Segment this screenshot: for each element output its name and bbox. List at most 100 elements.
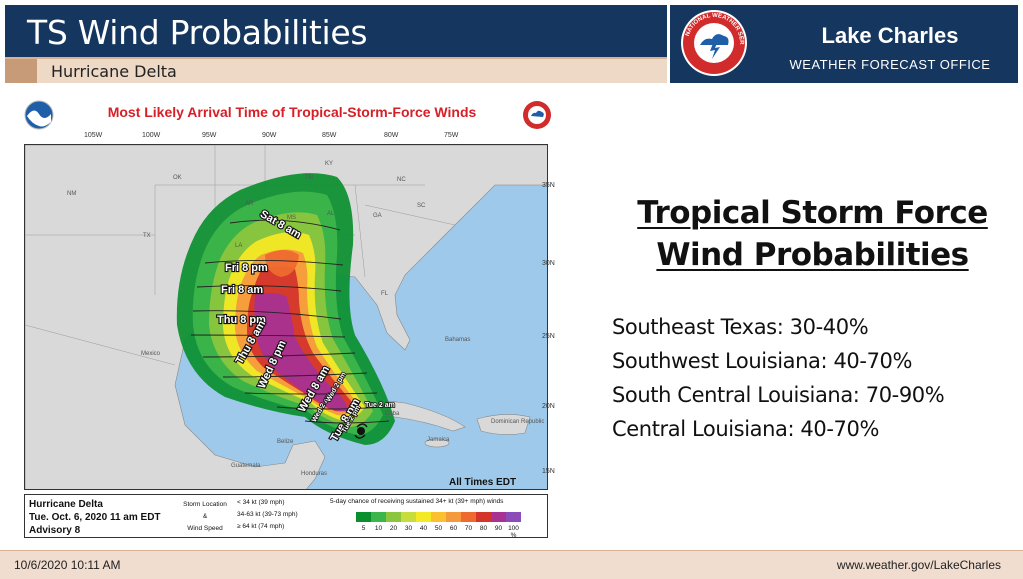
- arrival-label: Tue 2 am: [365, 402, 395, 409]
- legend-scale-value: 5: [361, 525, 366, 532]
- list-item: Southwest Louisiana: 40-70%: [612, 349, 913, 373]
- lat-label: 30N: [542, 260, 555, 267]
- legend-scale-value: 60: [449, 525, 458, 532]
- svg-text:Bahamas: Bahamas: [445, 337, 470, 343]
- list-item: South Central Louisiana: 70-90%: [612, 383, 945, 407]
- lon-label: 105W: [84, 132, 103, 139]
- lat-label: 20N: [542, 403, 555, 410]
- lon-label: 95W: [202, 132, 217, 139]
- page-subtitle: Hurricane Delta: [51, 62, 177, 81]
- legend-issued: Tue. Oct. 6, 2020 11 am EDT: [29, 512, 161, 523]
- legend-scale-value: 10: [374, 525, 383, 532]
- lon-label: 100W: [142, 132, 161, 139]
- legend-swatch: [416, 512, 431, 522]
- legend-advisory: Advisory 8: [29, 525, 81, 536]
- svg-text:Honduras: Honduras: [301, 471, 327, 477]
- lat-label: 35N: [542, 182, 555, 189]
- svg-text:SC: SC: [417, 203, 426, 209]
- subtitle-bar: Hurricane Delta: [5, 57, 667, 83]
- map-legend: Hurricane Delta Tue. Oct. 6, 2020 11 am …: [24, 494, 548, 539]
- time-note: All Times EDT: [449, 477, 516, 488]
- svg-text:NC: NC: [397, 177, 406, 183]
- legend-amp: &: [202, 513, 208, 520]
- isochrones: [190, 219, 390, 424]
- office-banner: NATIONAL WEATHER SERVICE Lake Charles WE…: [670, 5, 1018, 83]
- legend-scale-value: 50: [434, 525, 443, 532]
- legend-swatch: [461, 512, 476, 522]
- nws-small-logo-icon: [523, 101, 551, 129]
- legend-wind-classes: < 34 kt (39 mph) 34-63 kt (39-73 mph) ≥ …: [237, 497, 298, 533]
- list-item: Central Louisiana: 40-70%: [612, 417, 880, 441]
- footer-url[interactable]: www.weather.gov/LakeCharles: [836, 558, 1001, 572]
- legend-kt3: ≥ 64 kt (74 mph): [237, 523, 285, 530]
- legend-swatch: [386, 512, 401, 522]
- hispaniola: [476, 414, 531, 435]
- legend-chance: 5-day chance of receiving sustained 34+ …: [330, 498, 504, 505]
- region-labels: NM OK TX AR MS AL LA GA SC NC KY TN FL M…: [67, 161, 544, 477]
- arrival-label: Fri 8 pm: [225, 262, 268, 274]
- legend-swatch: [476, 512, 491, 522]
- content-heading: Tropical Storm Force Wind Probabilities: [600, 192, 1023, 276]
- subtitle-accent: [5, 59, 37, 83]
- arrival-label: Thu 8 pm: [217, 314, 266, 326]
- list-item: Southeast Texas: 30-40%: [612, 315, 869, 339]
- svg-text:FL: FL: [381, 291, 389, 297]
- legend-swatch: [401, 512, 416, 522]
- heading-line-1: Tropical Storm Force: [637, 195, 988, 231]
- legend-kt1: < 34 kt (39 mph): [237, 499, 285, 506]
- lat-label: 25N: [542, 333, 555, 340]
- svg-text:NM: NM: [67, 191, 76, 197]
- footer-date: 10/6/2020 10:11 AM: [14, 558, 121, 572]
- graphic-title: Most Likely Arrival Time of Tropical-Sto…: [107, 104, 477, 120]
- legend-swatch: [371, 512, 386, 522]
- legend-scale-value: 80: [479, 525, 488, 532]
- svg-text:GA: GA: [373, 213, 382, 219]
- legend-swatch: [446, 512, 461, 522]
- legend-swatch: [506, 512, 521, 522]
- legend-kt2: 34-63 kt (39-73 mph): [237, 511, 298, 518]
- wind-probability-graphic: Most Likely Arrival Time of Tropical-Sto…: [22, 96, 558, 540]
- svg-text:KY: KY: [325, 161, 333, 167]
- legend-swatch: [491, 512, 506, 522]
- legend-scale-value: 90: [494, 525, 503, 532]
- legend-scale-value: 100 %: [508, 525, 519, 539]
- office-name: Lake Charles: [821, 23, 959, 48]
- lon-label: 80W: [384, 132, 399, 139]
- legend-swatch: [356, 512, 371, 522]
- lat-label: 15N: [542, 468, 555, 475]
- legend-scale-value: 20: [389, 525, 398, 532]
- legend-scale: 5 10 20 30 40 50 60 70 80 90 100 %: [356, 525, 521, 539]
- svg-text:Dominican Republic: Dominican Republic: [491, 419, 544, 425]
- svg-text:AR: AR: [245, 201, 254, 207]
- legend-swatch: [431, 512, 446, 522]
- svg-text:LA: LA: [235, 243, 242, 249]
- nws-logo-icon: NATIONAL WEATHER SERVICE: [680, 9, 747, 76]
- heading-line-2: Wind Probabilities: [656, 237, 969, 273]
- page-title: TS Wind Probabilities: [27, 13, 368, 52]
- legend-storm-info: Hurricane Delta Tue. Oct. 6, 2020 11 am …: [29, 498, 161, 537]
- svg-text:Cuba: Cuba: [385, 411, 400, 417]
- legend-scale-value: 40: [419, 525, 428, 532]
- legend-color-bar: [356, 512, 521, 522]
- legend-speed-label: Wind Speed: [187, 525, 223, 532]
- svg-text:AL: AL: [327, 211, 335, 217]
- legend-storm-name: Hurricane Delta: [29, 499, 103, 510]
- office-subtitle: WEATHER FORECAST OFFICE: [789, 57, 991, 72]
- svg-text:Belize: Belize: [277, 439, 294, 445]
- jamaica: [424, 438, 450, 448]
- lon-label: 85W: [322, 132, 337, 139]
- title-bar: TS Wind Probabilities: [5, 5, 667, 57]
- svg-text:MS: MS: [287, 215, 296, 221]
- legend-scale-value: 30: [404, 525, 413, 532]
- svg-text:OK: OK: [173, 175, 182, 181]
- footer: 10/6/2020 10:11 AM www.weather.gov/LakeC…: [0, 550, 1023, 579]
- svg-text:TN: TN: [305, 175, 313, 181]
- legend-location-label: Storm Location: [183, 501, 227, 508]
- noaa-logo-icon: [24, 100, 54, 130]
- map-canvas: Sat 8 am Fri 8 pm Fri 8 am Thu 8 pm Thu …: [24, 144, 548, 490]
- svg-text:Jamaica: Jamaica: [427, 437, 450, 443]
- arrival-label: Fri 8 am: [221, 284, 263, 296]
- map-svg: Sat 8 am Fri 8 pm Fri 8 am Thu 8 pm Thu …: [25, 145, 547, 489]
- lon-label: 75W: [444, 132, 459, 139]
- legend-location: Storm Location & Wind Speed: [175, 499, 235, 535]
